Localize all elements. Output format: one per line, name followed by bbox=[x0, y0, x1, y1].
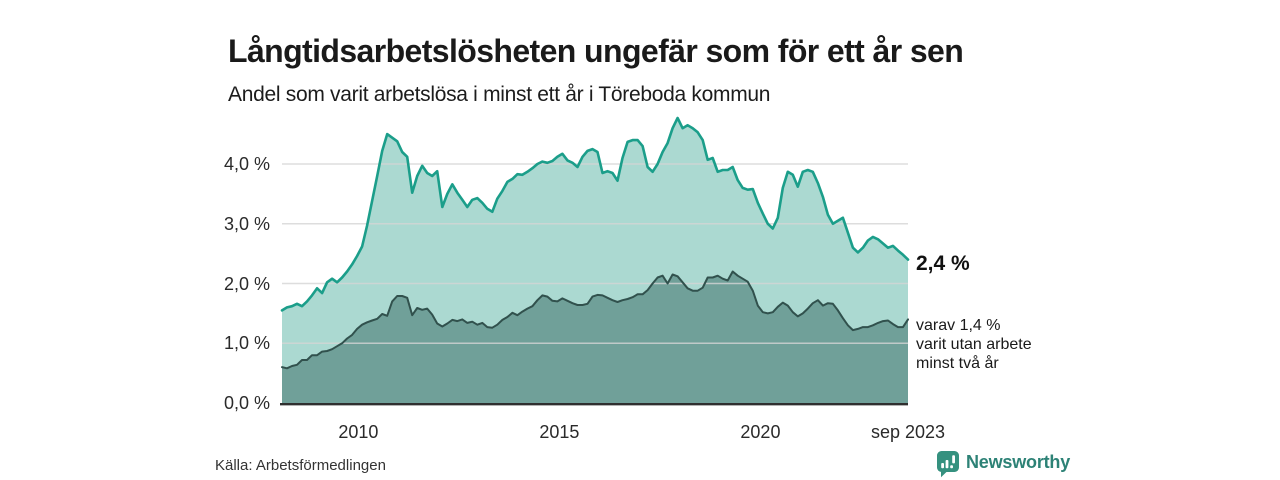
newsworthy-chart-bubble-icon bbox=[937, 451, 959, 478]
two-year-annotation-line3: minst två år bbox=[916, 355, 999, 372]
x-axis-tick-label: 2015 bbox=[539, 422, 580, 442]
x-axis-tick-label: 2020 bbox=[740, 422, 781, 442]
two-year-annotation-line2: varit utan arbete bbox=[916, 336, 1032, 353]
latest-value-annotation: 2,4 % bbox=[916, 252, 970, 275]
y-axis-tick-label: 1,0 % bbox=[223, 333, 270, 354]
newsworthy-logo[interactable]: Newsworthy bbox=[936, 450, 1070, 478]
x-axis-tick-label: sep 2023 bbox=[870, 422, 946, 442]
chart-title: Långtidsarbetslösheten ungefär som för e… bbox=[228, 33, 964, 70]
y-axis-tick-label: 4,0 % bbox=[223, 154, 270, 174]
x-axis-tick-label: 2010 bbox=[338, 422, 379, 442]
y-axis-tick-label: 3,0 % bbox=[223, 213, 270, 234]
y-axis-tick-label: 2,0 % bbox=[223, 273, 270, 294]
two-year-annotation: varav 1,4 % varit utan arbete minst två … bbox=[916, 316, 1032, 373]
y-axis-tick-label: 0,0 % bbox=[223, 393, 270, 413]
newsworthy-logo-text: Newsworthy bbox=[966, 452, 1071, 472]
chart-subtitle: Andel som varit arbetslösa i minst ett å… bbox=[228, 83, 771, 106]
two-year-annotation-line1: varav 1,4 % bbox=[916, 317, 1001, 334]
source-caption: Källa: Arbetsförmedlingen bbox=[215, 457, 386, 474]
